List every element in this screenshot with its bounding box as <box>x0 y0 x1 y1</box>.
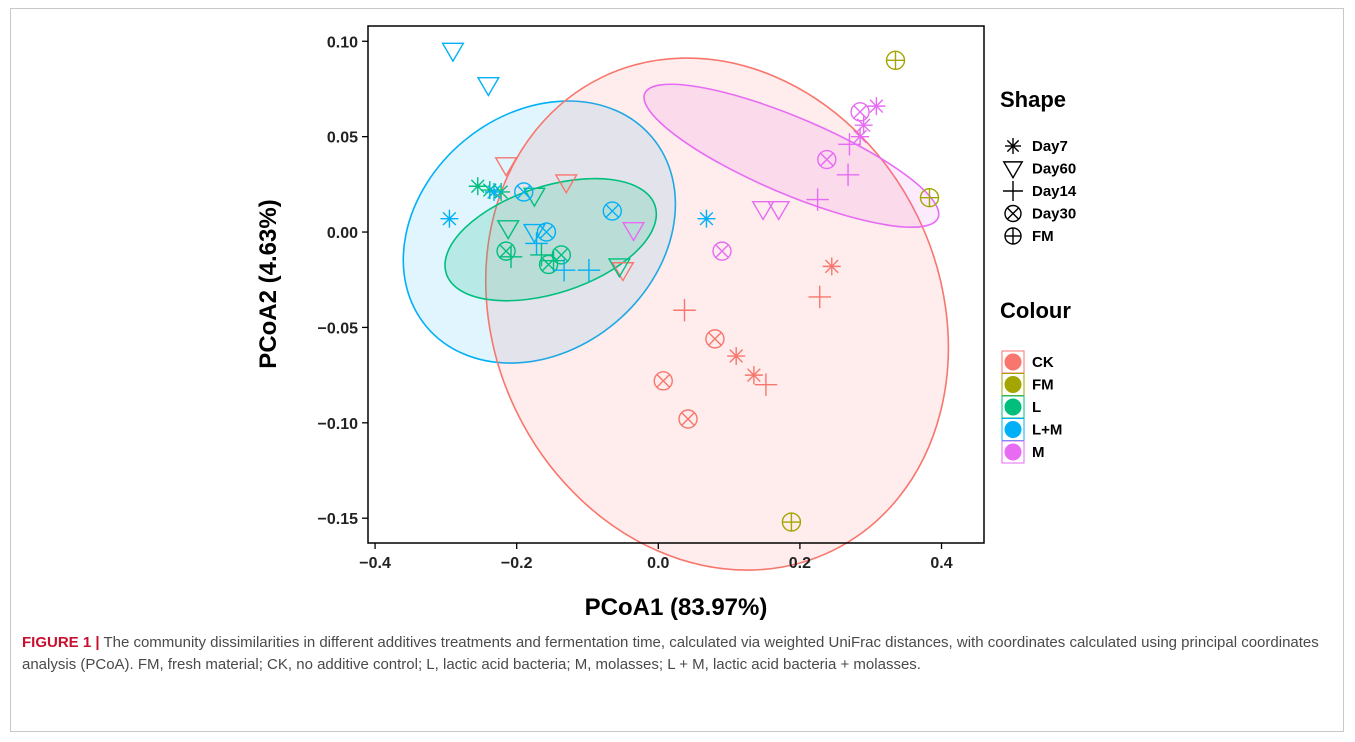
point-m-day60-2 <box>767 200 791 221</box>
axis-layer: −0.4 −0.2 0.0 0.2 0.4 −0.15 −0.10 −0.05 0.00 0.05… <box>318 34 953 572</box>
point-m-day30-9 <box>712 241 732 261</box>
colour-legend-label: L <box>1032 399 1041 416</box>
y-tick-label: −0.10 <box>318 416 359 433</box>
shape-legend-title: Shape <box>1000 87 1066 112</box>
point-m-day60-0 <box>621 221 646 242</box>
y-tick-label: −0.05 <box>318 320 359 337</box>
colour-legend-swatch <box>1004 376 1022 393</box>
point-fm-fm-1 <box>919 187 940 208</box>
point-l-plus-m-day7-5 <box>697 209 716 228</box>
point-fm-fm-0 <box>885 50 906 71</box>
point-ck-day60-0 <box>494 157 518 178</box>
point-l-plus-m-day30-10 <box>536 222 557 242</box>
point-m-day60-1 <box>751 200 775 221</box>
x-axis-title: PCoA1 (83.97%) <box>585 594 768 621</box>
point-ck-day30-10 <box>653 371 673 391</box>
point-ck-day7-3 <box>822 257 841 276</box>
point-l-plus-m-day14-6 <box>525 232 548 255</box>
point-l-plus-m-day7-4 <box>485 182 504 201</box>
point-m-day14-7 <box>836 163 860 187</box>
ellipse-layer <box>402 57 950 571</box>
x-tick-label: 0.4 <box>930 555 952 572</box>
point-l-plus-m-day30-9 <box>514 182 534 202</box>
point-m-day30-10 <box>817 149 837 170</box>
point-l-plus-m-day30-11 <box>602 201 622 221</box>
point-ck-day7-5 <box>744 366 763 385</box>
point-fm-fm-2 <box>781 512 802 532</box>
point-l-day60-5 <box>607 258 631 279</box>
point-layer <box>440 42 940 532</box>
point-m-day7-5 <box>851 127 870 146</box>
point-ck-day14-7 <box>673 299 696 322</box>
colour-legend-swatch <box>1004 443 1022 461</box>
point-ck-day30-9 <box>705 329 725 349</box>
point-ck-day30-11 <box>678 409 698 429</box>
legend: Shape Day7 Day60 Day14 Day30 FM Colour CK FM L L+M… <box>1000 87 1077 464</box>
point-l-plus-m-day14-7 <box>552 258 576 282</box>
shape-legend-label: FM <box>1032 228 1054 245</box>
point-l-plus-m-day60-0 <box>441 42 465 63</box>
point-m-day30-11 <box>850 102 870 122</box>
figure-frame <box>10 8 1344 732</box>
asterisk-icon <box>1005 138 1021 154</box>
point-m-day7-4 <box>854 116 873 135</box>
y-tick-label: 0.00 <box>327 225 358 242</box>
point-m-day7-3 <box>867 97 886 116</box>
point-l-day30-9 <box>496 241 516 261</box>
point-l-day7-0 <box>468 177 487 196</box>
point-ck-day60-2 <box>611 262 635 282</box>
x-tick-label: −0.4 <box>359 555 391 572</box>
plot-border <box>367 25 985 544</box>
triangle-down-icon <box>1002 161 1024 180</box>
colour-legend-title: Colour <box>1000 298 1071 323</box>
shape-legend-label: Day7 <box>1032 138 1068 155</box>
confidence-ellipse-m <box>643 83 940 228</box>
point-l-day30-10 <box>538 254 559 275</box>
figure-caption: FIGURE 1 | The community dissimilarities… <box>22 632 1332 676</box>
colour-legend-label: M <box>1032 444 1045 461</box>
point-m-day14-6 <box>806 188 829 211</box>
colour-legend-label: CK <box>1032 354 1054 371</box>
circle-x-icon <box>1004 204 1022 223</box>
shape-legend-label: Day30 <box>1032 206 1076 223</box>
caption-text: The community dissimilarities in differe… <box>22 634 1319 673</box>
y-axis-title: PCoA2 (4.63%) <box>255 199 282 368</box>
x-tick-label: −0.2 <box>501 555 533 572</box>
point-ck-day60-1 <box>554 174 578 195</box>
point-ck-day7-4 <box>727 347 746 366</box>
x-tick-label: 0.2 <box>789 555 811 572</box>
point-l-plus-m-day14-8 <box>577 258 601 282</box>
point-ck-day14-6 <box>808 285 831 309</box>
colour-legend-swatch <box>1004 353 1022 371</box>
point-l-plus-m-day60-2 <box>522 223 546 244</box>
point-l-day30-11 <box>551 245 571 265</box>
y-tick-label: −0.15 <box>318 511 359 528</box>
caption-lead: FIGURE 1 | <box>22 634 100 651</box>
point-l-plus-m-day60-1 <box>476 76 500 97</box>
y-tick-label: 0.05 <box>327 130 358 147</box>
confidence-ellipse-l-plus-m <box>402 100 677 364</box>
point-l-day60-3 <box>496 220 520 240</box>
shape-legend-label: Day14 <box>1032 183 1077 200</box>
shape-legend-label: Day60 <box>1032 161 1076 178</box>
colour-legend-label: L+M <box>1032 422 1062 439</box>
plus-icon <box>1003 181 1023 201</box>
colour-legend-swatch <box>1004 421 1022 438</box>
y-tick-label: 0.10 <box>327 34 358 51</box>
point-l-plus-m-day7-3 <box>440 209 459 228</box>
colour-legend-label: FM <box>1032 377 1054 394</box>
colour-legend-swatch <box>1004 398 1022 416</box>
point-ck-day14-8 <box>754 373 778 396</box>
x-tick-label: 0.0 <box>647 555 669 572</box>
circle-plus-icon <box>1004 227 1022 245</box>
confidence-ellipse-ck <box>484 57 950 571</box>
pcoa-scatter-chart: −0.4 −0.2 0.0 0.2 0.4 −0.15 −0.10 −0.05 0.00 0.05… <box>255 25 1077 621</box>
point-m-day14-8 <box>838 133 861 156</box>
